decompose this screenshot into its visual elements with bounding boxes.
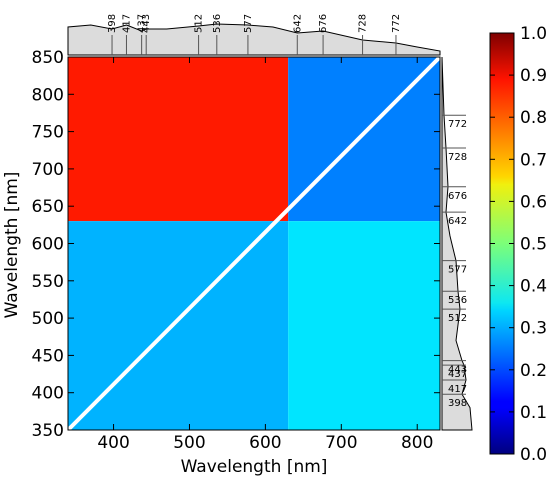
top-mark-label: 443	[141, 14, 152, 33]
y-tick-label: 850	[32, 48, 64, 68]
colorbar-tick-label: 0.6	[520, 192, 547, 212]
right-mark-label: 772	[448, 119, 467, 130]
right-mark-label: 398	[448, 398, 467, 409]
colorbar-tick-label: 0.2	[520, 361, 547, 381]
y-tick-label: 800	[32, 85, 64, 105]
top-spectrum-profile	[67, 23, 441, 56]
colorbar-tick-label: 0.9	[520, 66, 547, 86]
x-tick-label: 600	[249, 433, 281, 453]
y-axis-title: Wavelength [nm]	[2, 172, 22, 319]
top-mark-label: 398	[107, 14, 118, 33]
colorbar-tick-label: 0.8	[520, 108, 547, 128]
x-tick-label: 500	[173, 433, 205, 453]
right-mark-label: 676	[448, 191, 467, 202]
colorbar-tick-label: 0.3	[520, 319, 547, 339]
top-mark-label: 536	[212, 14, 223, 33]
colorbar-tick-label: 0.4	[520, 277, 547, 297]
y-tick-label: 600	[32, 235, 64, 255]
right-mark-label: 536	[448, 295, 467, 306]
y-tick-label: 550	[32, 272, 64, 292]
x-tick-label: 400	[97, 433, 129, 453]
colorbar-tick-label: 0.5	[520, 235, 547, 255]
right-mark-label: 437	[448, 369, 467, 380]
right-mark-label: 512	[448, 313, 467, 324]
y-axis-ticks: 350 400 450 500 550 600 650 700 750 800 850	[32, 48, 440, 441]
top-mark-label: 642	[292, 14, 303, 33]
x-axis-ticks: 400 500 600 700 800	[97, 57, 433, 453]
colorbar-tick-label: 0.1	[520, 403, 547, 423]
top-mark-label: 417	[121, 14, 132, 33]
colorbar-tick-label: 1.0	[520, 24, 547, 44]
y-tick-label: 650	[32, 197, 64, 217]
right-mark-label: 642	[448, 216, 467, 227]
heatmap-cell	[68, 57, 289, 222]
y-tick-label: 500	[32, 309, 64, 329]
colorbar-ticks: 0.0 0.1 0.2 0.3 0.4 0.5 0.6 0.7 0.8 0.9 1.0	[490, 24, 547, 465]
diagonal-line	[66, 55, 442, 432]
y-tick-label: 350	[32, 421, 64, 441]
y-tick-label: 750	[32, 123, 64, 143]
y-tick-label: 450	[32, 346, 64, 366]
top-mark-label: 577	[243, 14, 254, 33]
right-mark-label: 443	[448, 365, 467, 376]
top-mark-label: 512	[194, 14, 205, 33]
right-mark-label: 728	[448, 152, 467, 163]
right-mark-label: 577	[448, 265, 467, 276]
right-mark-label: 417	[448, 384, 467, 395]
right-spectrum-profile	[441, 56, 473, 431]
x-axis-title: Wavelength [nm]	[181, 457, 328, 477]
top-mark-label: 676	[318, 14, 329, 33]
y-tick-label: 700	[32, 160, 64, 180]
x-tick-label: 700	[325, 433, 357, 453]
y-tick-label: 400	[32, 384, 64, 404]
colorbar-tick-label: 0.0	[520, 445, 547, 465]
heatmap-cell	[288, 221, 440, 430]
colorbar-tick-label: 0.7	[520, 150, 547, 170]
top-mark-label: 772	[391, 14, 402, 33]
top-mark-label: 728	[358, 14, 369, 33]
top-mark-label: 437	[137, 14, 148, 33]
x-tick-label: 800	[401, 433, 433, 453]
